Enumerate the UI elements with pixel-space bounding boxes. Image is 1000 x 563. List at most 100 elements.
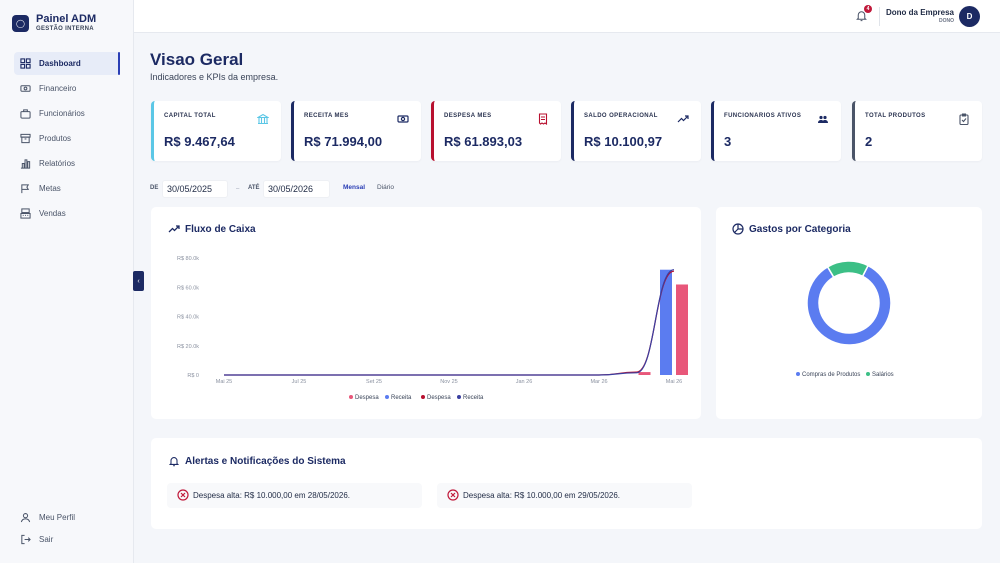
sidebar-item-label: Produtos <box>39 134 72 143</box>
cashflow-chart: R$ 0 R$ 20.0k R$ 40.0k R$ 60.0k R$ 80.0k Mai … <box>177 256 688 401</box>
y-tick-label: R$ 0 <box>187 373 199 379</box>
sidebar-item-label: Funcionários <box>39 109 85 118</box>
sidebar-item-label: Metas <box>39 184 61 193</box>
y-tick-label: R$ 40.0k <box>177 315 199 321</box>
date-to-input[interactable]: 30/05/2026 <box>263 180 330 198</box>
legend-marker <box>796 372 800 376</box>
briefcase-icon <box>20 108 31 119</box>
kpi-label: CAPITAL TOTAL <box>164 113 216 119</box>
page-subtitle: Indicadores e KPIs da empresa. <box>150 72 279 82</box>
expenses-title: Gastos por Categoria <box>732 223 851 235</box>
sidebar-item-label: Dashboard <box>39 59 81 68</box>
line-despesa <box>224 270 675 376</box>
legend-label: Salários <box>872 372 894 378</box>
alert-text: Despesa alta: R$ 10.000,00 em 28/05/2026… <box>193 491 350 500</box>
sidebar-item-label: Meu Perfil <box>39 512 76 522</box>
x-tick-label: Set 25 <box>366 379 382 385</box>
sidebar-item-vendas[interactable]: Vendas <box>14 202 120 225</box>
sidebar-item-relatorios[interactable]: Relatórios <box>14 152 120 175</box>
kpi-label: DESPESA MES <box>444 113 492 119</box>
brand-title: Painel ADM <box>36 13 97 25</box>
sidebar-item-funcionarios[interactable]: Funcionários <box>14 102 120 125</box>
bar-receita <box>660 269 672 375</box>
legend-marker <box>385 395 389 399</box>
avatar[interactable]: D <box>959 6 980 27</box>
cashflow-panel: Fluxo de Caixa R$ 0 R$ 20.0k R$ 40.0k R$ 60… <box>151 207 701 419</box>
sidebar-item-label: Vendas <box>39 209 66 218</box>
kpi-value: R$ 71.994,00 <box>304 134 383 149</box>
sidebar-nav: Dashboard Financeiro Funcionários Produt… <box>14 52 120 227</box>
user-role: DONO <box>939 18 954 24</box>
toggle-monthly[interactable]: Mensal <box>343 184 366 191</box>
kpi-card-funcionarios: FUNCIONARIOS ATIVOS 3 <box>711 101 841 161</box>
cash-icon <box>397 112 409 124</box>
trend-icon <box>677 112 689 124</box>
sidebar-item-profile[interactable]: Meu Perfil <box>14 506 120 528</box>
cashflow-title-text: Fluxo de Caixa <box>185 223 256 235</box>
trend-icon <box>168 225 180 233</box>
logout-icon <box>20 534 31 545</box>
kpi-value: 2 <box>865 134 873 149</box>
legend-label: Receita <box>463 395 484 401</box>
chevron-left-icon: ‹ <box>137 277 140 285</box>
kpi-value: R$ 61.893,03 <box>444 134 523 149</box>
people-icon <box>817 112 829 124</box>
kpi-value: R$ 9.467,64 <box>164 134 235 149</box>
sidebar-item-metas[interactable]: Metas <box>14 177 120 200</box>
legend-marker <box>421 395 425 399</box>
money-icon <box>20 83 31 94</box>
bar-despesa <box>638 372 651 375</box>
pie-chart-icon <box>732 223 744 235</box>
x-tick-label: Mai 25 <box>216 379 233 385</box>
error-circle-icon <box>177 489 189 501</box>
page-title: Visao Geral <box>150 50 244 69</box>
x-tick-label: Jan 26 <box>516 379 533 385</box>
kpi-label: SALDO OPERACIONAL <box>584 113 658 119</box>
sidebar-bottom: Meu Perfil Sair <box>14 506 120 550</box>
user-name: Dono da Empresa <box>885 8 954 17</box>
kpi-card-despesa: DESPESA MES R$ 61.893,03 <box>431 101 561 161</box>
sidebar-item-label: Relatórios <box>39 159 76 168</box>
x-tick-label: Mai 26 <box>666 379 683 385</box>
sidebar-item-label: Financeiro <box>39 84 77 93</box>
toggle-daily[interactable]: Diário <box>377 184 394 191</box>
bank-icon <box>256 112 270 125</box>
y-tick-label: R$ 20.0k <box>177 344 199 350</box>
sidebar-item-financeiro[interactable]: Financeiro <box>14 77 120 100</box>
kpi-label: FUNCIONARIOS ATIVOS <box>724 113 802 119</box>
topbar-divider <box>879 7 880 26</box>
donut-slice-1 <box>826 260 870 279</box>
date-from-input[interactable]: 30/05/2025 <box>162 180 228 198</box>
brand[interactable]: ◯ Painel ADM GESTÃO INTERNA <box>12 13 96 33</box>
cashflow-title: Fluxo de Caixa <box>168 223 256 235</box>
y-tick-label: R$ 60.0k <box>177 285 199 291</box>
date-from-label: DE <box>150 185 159 191</box>
kpi-card-capital: CAPITAL TOTAL R$ 9.467,64 <box>151 101 281 161</box>
alerts-title: Alertas e Notificações do Sistema <box>168 455 346 467</box>
legend-marker <box>866 372 870 376</box>
brand-subtitle: GESTÃO INTERNA <box>36 26 94 32</box>
expenses-title-text: Gastos por Categoria <box>749 223 851 235</box>
expenses-donut-chart: Compras de Produtos Salários <box>796 260 894 378</box>
sidebar-item-produtos[interactable]: Produtos <box>14 127 120 150</box>
sidebar-item-logout[interactable]: Sair <box>14 528 120 550</box>
x-tick-label: Mar 26 <box>590 379 607 385</box>
bell-icon[interactable] <box>855 9 868 22</box>
box-icon <box>20 133 31 144</box>
donut-slice-0 <box>806 264 892 346</box>
sidebar-collapse-button[interactable]: ‹ <box>133 271 144 291</box>
legend-label: Receita <box>391 395 412 401</box>
alert-item[interactable]: Despesa alta: R$ 10.000,00 em 28/05/2026… <box>167 483 422 508</box>
grid-icon <box>20 58 31 69</box>
kpi-card-receita: RECEITA MES R$ 71.994,00 <box>291 101 421 161</box>
alerts-title-text: Alertas e Notificações do Sistema <box>185 455 346 467</box>
legend-label: Despesa <box>427 395 451 401</box>
date-to-label: ATÉ <box>248 185 260 191</box>
alert-text: Despesa alta: R$ 10.000,00 em 29/05/2026… <box>463 491 620 500</box>
legend-marker <box>457 395 461 399</box>
error-circle-icon <box>447 489 459 501</box>
alert-item[interactable]: Despesa alta: R$ 10.000,00 em 29/05/2026… <box>437 483 692 508</box>
sidebar-item-dashboard[interactable]: Dashboard <box>14 52 120 75</box>
legend-label: Compras de Produtos <box>802 372 860 378</box>
kpi-value: 3 <box>724 134 732 149</box>
